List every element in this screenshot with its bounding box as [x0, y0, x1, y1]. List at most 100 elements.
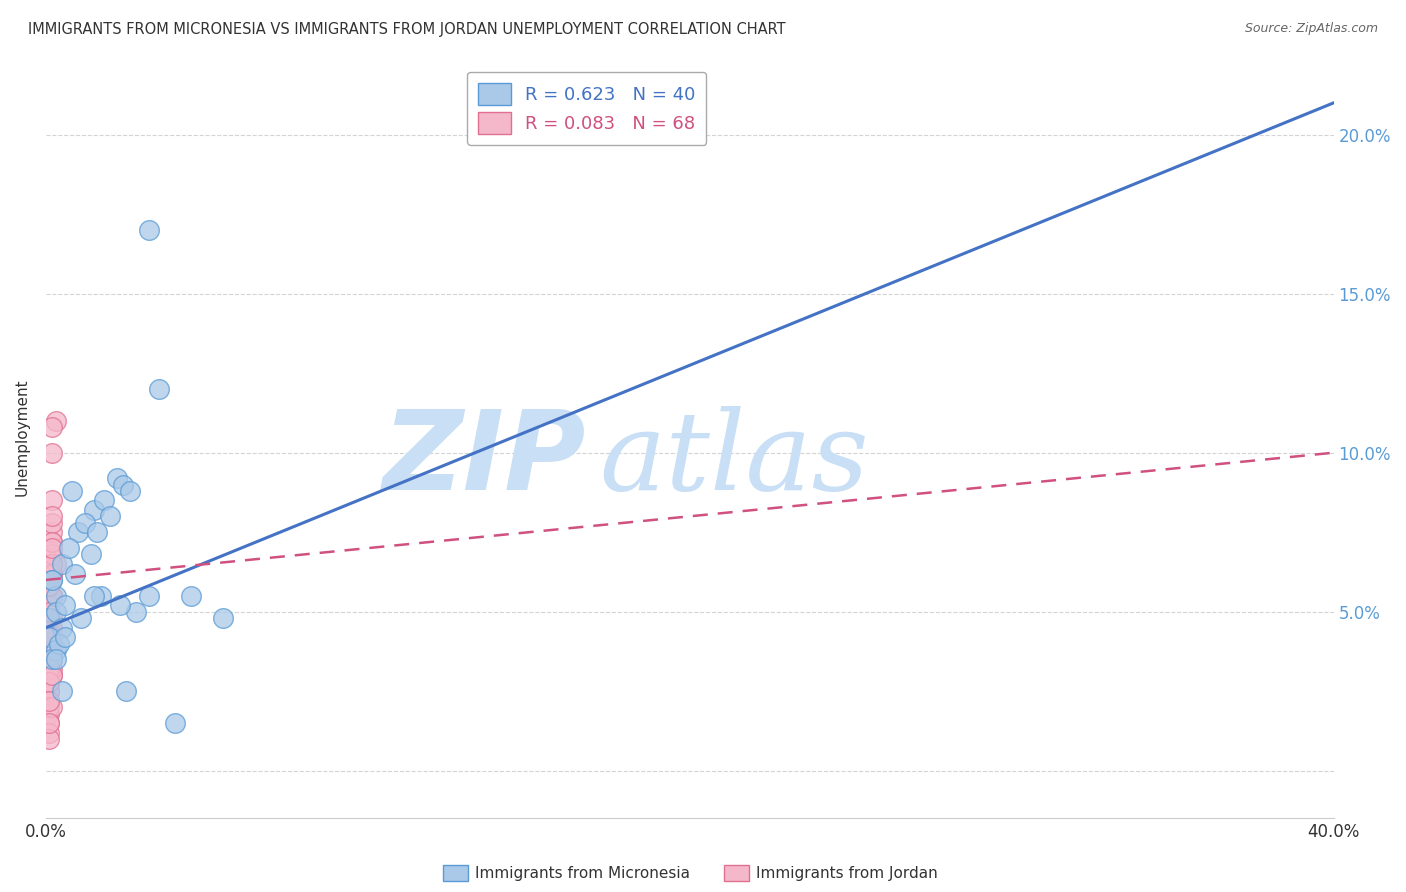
Point: [118, 483, 141, 498]
Point: [45, 414, 67, 428]
Point: [41, 589, 63, 603]
Y-axis label: Unemployment: Unemployment: [15, 378, 30, 496]
Text: Immigrants from Jordan: Immigrants from Jordan: [756, 866, 938, 880]
Point: [45, 605, 67, 619]
Point: [41, 611, 63, 625]
Point: [41, 534, 63, 549]
Point: [138, 223, 160, 237]
Point: [41, 516, 63, 530]
Point: [73, 516, 96, 530]
Point: [45, 557, 67, 571]
Point: [41, 446, 63, 460]
Text: atlas: atlas: [600, 406, 869, 514]
Point: [38, 700, 60, 714]
Point: [138, 589, 160, 603]
Point: [38, 694, 60, 708]
Point: [38, 684, 60, 698]
Point: [38, 630, 60, 644]
Point: [38, 599, 60, 613]
Point: [41, 566, 63, 581]
Point: [38, 725, 60, 739]
Point: [108, 599, 131, 613]
Point: [41, 668, 63, 682]
Point: [90, 589, 112, 603]
Point: [125, 605, 148, 619]
Point: [41, 652, 63, 666]
Point: [38, 599, 60, 613]
Point: [38, 731, 60, 746]
Point: [51, 621, 73, 635]
Point: [38, 621, 60, 635]
Point: [45, 652, 67, 666]
Point: [38, 643, 60, 657]
Point: [41, 643, 63, 657]
Point: [41, 662, 63, 676]
Text: Immigrants from Micronesia: Immigrants from Micronesia: [475, 866, 690, 880]
Point: [38, 611, 60, 625]
Point: [41, 420, 63, 434]
Point: [38, 716, 60, 731]
Point: [38, 674, 60, 689]
Point: [38, 630, 60, 644]
Point: [48, 636, 70, 650]
Point: [41, 700, 63, 714]
Point: [45, 643, 67, 657]
Point: [41, 652, 63, 666]
Point: [115, 684, 138, 698]
Point: [38, 589, 60, 603]
Text: Source: ZipAtlas.com: Source: ZipAtlas.com: [1244, 22, 1378, 36]
Point: [105, 471, 128, 485]
Point: [38, 662, 60, 676]
Point: [80, 548, 103, 562]
Point: [86, 525, 108, 540]
Point: [38, 579, 60, 593]
Point: [83, 503, 105, 517]
Point: [38, 605, 60, 619]
Point: [38, 706, 60, 721]
Point: [38, 611, 60, 625]
Point: [58, 541, 80, 555]
Point: [38, 630, 60, 644]
Point: [41, 589, 63, 603]
Legend: R = 0.623   N = 40, R = 0.083   N = 68: R = 0.623 N = 40, R = 0.083 N = 68: [467, 71, 706, 145]
Point: [41, 589, 63, 603]
Point: [38, 674, 60, 689]
Point: [38, 566, 60, 581]
Point: [41, 573, 63, 587]
Point: [38, 636, 60, 650]
Point: [41, 643, 63, 657]
Point: [38, 630, 60, 644]
Point: [53, 630, 76, 644]
Point: [53, 599, 76, 613]
Point: [70, 611, 93, 625]
Point: [38, 652, 60, 666]
Point: [41, 573, 63, 587]
Point: [38, 643, 60, 657]
Point: [38, 662, 60, 676]
Point: [38, 621, 60, 635]
Point: [38, 684, 60, 698]
Point: [41, 548, 63, 562]
Point: [41, 541, 63, 555]
Point: [38, 652, 60, 666]
Point: [41, 566, 63, 581]
Point: [38, 611, 60, 625]
Point: [98, 509, 121, 524]
Point: [38, 605, 60, 619]
Text: IMMIGRANTS FROM MICRONESIA VS IMMIGRANTS FROM JORDAN UNEMPLOYMENT CORRELATION CH: IMMIGRANTS FROM MICRONESIA VS IMMIGRANTS…: [28, 22, 786, 37]
Point: [112, 477, 135, 491]
Point: [148, 382, 170, 396]
Point: [41, 668, 63, 682]
Point: [38, 579, 60, 593]
Point: [45, 589, 67, 603]
Point: [41, 621, 63, 635]
Point: [38, 674, 60, 689]
Point: [180, 589, 202, 603]
Point: [67, 525, 90, 540]
Point: [41, 493, 63, 508]
Point: [41, 636, 63, 650]
Text: ZIP: ZIP: [384, 406, 586, 513]
Point: [41, 557, 63, 571]
Point: [93, 493, 115, 508]
Point: [38, 716, 60, 731]
